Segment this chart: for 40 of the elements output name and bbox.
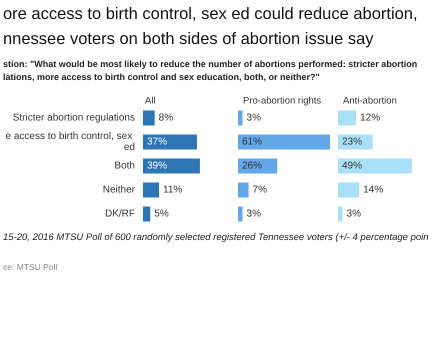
data-label: 14% [363, 184, 384, 196]
bar [238, 206, 243, 222]
y-tick-label: Both [114, 160, 135, 172]
y-tick-label: DK/RF [105, 208, 135, 220]
data-label: 37% [147, 136, 168, 148]
chart-title: ore access to birth control, sex ed could reduce abortion, nnessee voters on both sides of abortion issue say [3, 4, 418, 50]
data-label: 3% [346, 208, 362, 220]
text: 15-20, 2016 MTSU Poll of 600 randomly selected registered Tennessee voters (+/- 4 percentage poin [3, 232, 429, 243]
bar [143, 134, 197, 150]
x-axis-title: Anti-abortion [343, 96, 397, 106]
data-label: 49% [342, 160, 362, 172]
text: ce: MTSU Poll [3, 262, 58, 272]
bar [338, 158, 412, 174]
bar [338, 206, 343, 222]
bar [238, 182, 249, 198]
data-label: 12% [360, 112, 380, 124]
bar [238, 110, 243, 126]
bar [143, 206, 150, 222]
bar [238, 134, 330, 150]
data-label: 26% [242, 160, 262, 172]
data-label: 11% [163, 184, 182, 196]
bar [338, 110, 356, 126]
y-tick-label: Stricter abortion regulations [12, 112, 135, 124]
data-label: 7% [252, 184, 268, 196]
data-label: 39% [147, 160, 168, 172]
data-label: 3% [246, 208, 262, 220]
y-tick-label: e access to birth control, sex ed [5, 131, 135, 153]
chart-subtitle: stion: "What would be most likely to reduce the number of abortions performed: stricter abortion lations, more access to birth control and sex education, both, or neither?" [3, 58, 418, 84]
y-tick-label: Neither [102, 184, 136, 196]
bar [338, 182, 360, 198]
data-label: 23% [342, 136, 362, 148]
data-label: 8% [158, 112, 174, 124]
data-label: 61% [242, 136, 262, 148]
x-axis-title: All [145, 96, 156, 106]
data-label: 3% [246, 112, 262, 124]
bar [143, 182, 160, 198]
bar [143, 158, 200, 174]
bar [143, 110, 155, 126]
x-axis-title: Pro-abortion rights [243, 96, 322, 106]
data-label: 5% [154, 208, 169, 220]
